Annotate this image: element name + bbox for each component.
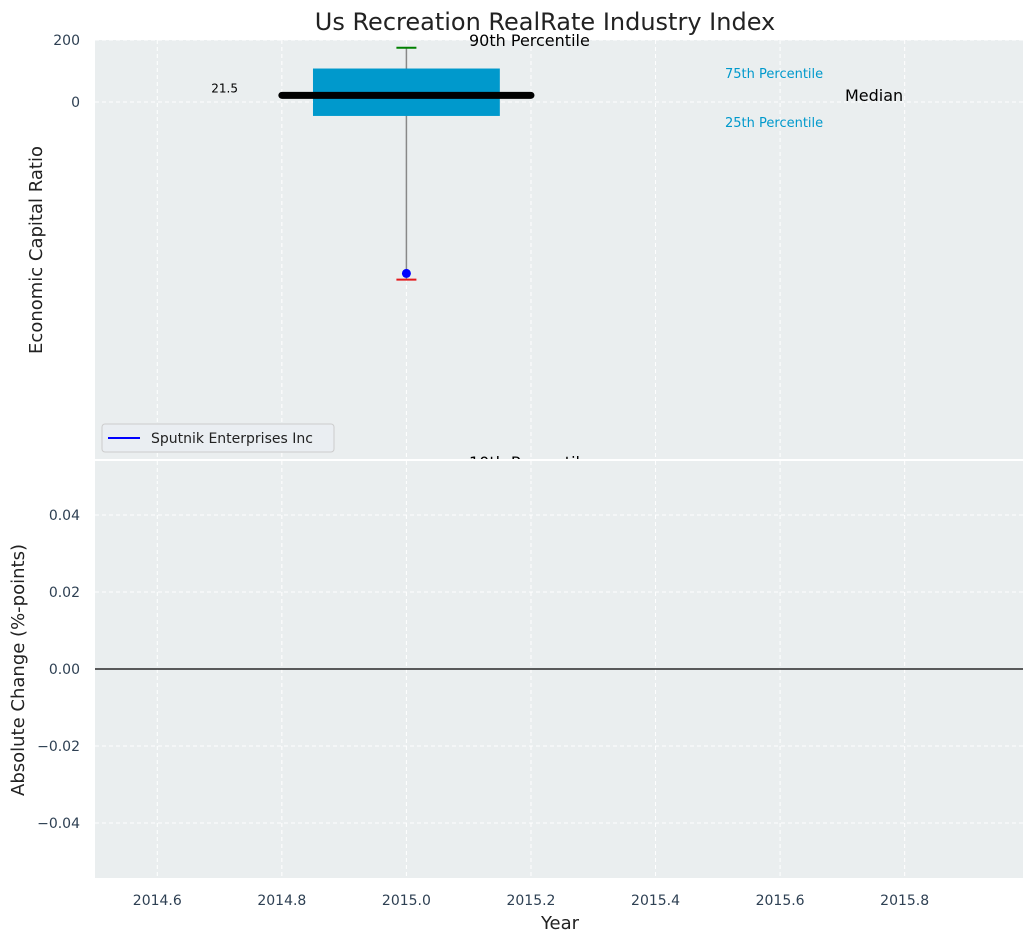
x-axis-label: Year: [540, 913, 580, 934]
legend-box: [101, 423, 335, 453]
x-tick-label: 2015.8: [880, 893, 929, 909]
median-value-label: 21.5: [211, 81, 238, 95]
median-annotation: Median: [845, 86, 903, 105]
top-y-axis-label: Economic Capital Ratio: [26, 146, 47, 354]
x-tick-label: 2014.8: [257, 893, 306, 909]
bottom-y-tick-label: 0.02: [49, 585, 80, 601]
bottom-y-axis-label: Absolute Change (%-points): [8, 544, 29, 796]
x-tick-label: 2015.6: [756, 893, 805, 909]
top-panel-background: [95, 40, 1023, 459]
bottom-y-tick-label: 0.04: [49, 508, 80, 524]
x-tick-label: 2014.6: [133, 893, 182, 909]
p75-annotation: 75th Percentile: [725, 67, 823, 82]
top-y-tick-label: 0: [71, 95, 80, 111]
legend-label: Sputnik Enterprises Inc: [151, 431, 313, 447]
top-y-tick-label: 200: [53, 33, 80, 49]
bottom-y-tick-label: −0.04: [37, 816, 80, 832]
x-tick-label: 2015.2: [506, 893, 555, 909]
bottom-y-tick-label: 0.00: [49, 662, 80, 678]
bottom-panel-overlap: [95, 461, 1023, 481]
company-point: [401, 268, 411, 278]
p25-annotation: 25th Percentile: [725, 116, 823, 131]
x-tick-label: 2015.0: [382, 893, 431, 909]
p90-annotation: 90th Percentile: [469, 31, 590, 50]
bottom-y-tick-label: −0.02: [37, 739, 80, 755]
x-tick-label: 2015.4: [631, 893, 680, 909]
chart-title: Us Recreation RealRate Industry Index: [315, 8, 776, 36]
